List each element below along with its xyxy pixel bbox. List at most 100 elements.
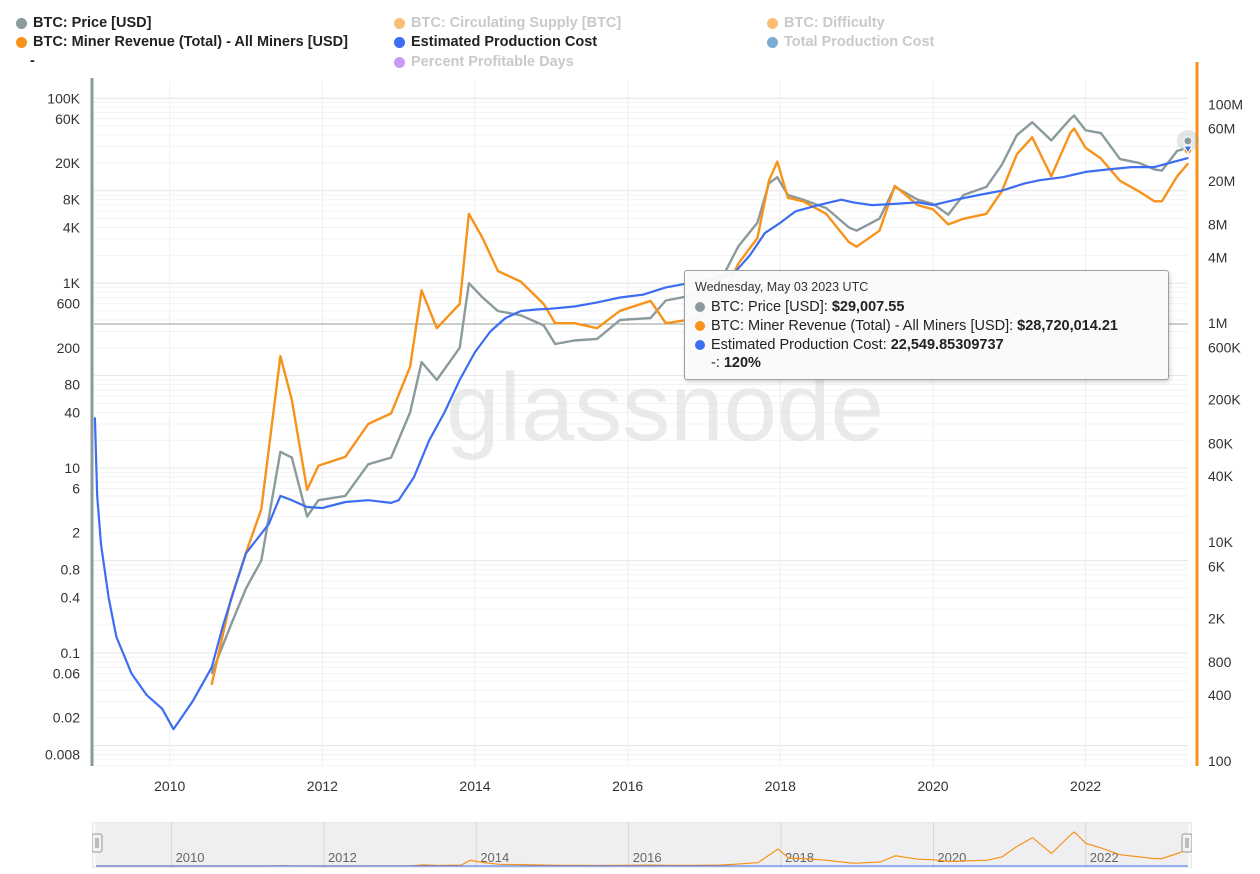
y-right-tick-label: 8M — [1208, 216, 1227, 232]
data-point — [1153, 168, 1156, 171]
legend-label: Percent Profitable Days — [411, 54, 574, 70]
data-point — [1073, 127, 1075, 130]
data-point — [916, 204, 919, 206]
data-point — [260, 559, 263, 562]
data-point — [764, 232, 766, 234]
x-tick-label: 2012 — [307, 778, 338, 794]
data-point — [1138, 190, 1140, 193]
data-point — [1050, 175, 1053, 178]
data-point — [146, 694, 148, 696]
data-point — [825, 207, 827, 209]
navigator-handle-right[interactable] — [1181, 833, 1192, 853]
y-left-tick-label: 4K — [63, 220, 81, 236]
data-point — [817, 204, 820, 206]
hover-point-cost — [1183, 145, 1193, 155]
tooltip-series-name: -: — [711, 355, 720, 371]
data-point — [306, 489, 308, 491]
data-point — [894, 203, 896, 205]
legend-label: BTC: Circulating Supply [BTC] — [411, 15, 622, 31]
data-point — [291, 456, 293, 459]
y-left-tick-label: 600 — [57, 296, 81, 312]
tooltip-dot-icon — [695, 321, 705, 331]
data-point — [1153, 200, 1156, 203]
handle-grip[interactable] — [92, 833, 103, 853]
tooltip-series-name: BTC: Price [USD]: — [711, 299, 828, 315]
legend-dot-icon — [767, 17, 778, 29]
data-point — [665, 322, 667, 325]
navigator[interactable]: 2010 2012 2014 2016 2018 2020 2022 — [92, 822, 1192, 868]
data-point — [535, 308, 537, 311]
legend-dot-icon — [16, 36, 27, 48]
data-point — [1061, 176, 1064, 178]
data-point — [1050, 139, 1053, 142]
data-point — [749, 254, 751, 257]
legend-item-1[interactable]: BTC: Miner Revenue (Total) - All Miners … — [16, 34, 348, 50]
data-point — [230, 624, 232, 626]
y-left-tick-label: 10 — [64, 460, 80, 476]
tooltip-series-value: $28,720,014.21 — [1017, 318, 1118, 334]
data-point — [985, 186, 988, 188]
legend-item-5[interactable]: Percent Profitable Days — [394, 54, 574, 70]
data-point — [1084, 171, 1087, 173]
data-point — [222, 624, 224, 626]
data-point — [794, 210, 797, 213]
data-point — [665, 286, 667, 289]
tooltip-row: BTC: Miner Revenue (Total) - All Miners … — [695, 318, 1118, 334]
data-point — [878, 229, 881, 232]
data-point — [279, 451, 282, 453]
data-point — [172, 728, 175, 730]
legend-item-4[interactable]: Estimated Production Cost — [394, 34, 597, 50]
data-point — [871, 204, 873, 206]
data-point — [130, 672, 133, 675]
data-point — [649, 300, 652, 302]
data-point — [458, 347, 461, 349]
data-point — [489, 330, 492, 333]
y-left-tick-label: 8K — [63, 192, 81, 208]
navigator-tick-label: 2010 — [176, 850, 205, 865]
data-point — [291, 398, 293, 401]
data-point — [1069, 132, 1072, 134]
data-point — [321, 507, 324, 509]
y-left-tick-label: 6 — [72, 481, 80, 497]
data-point — [436, 379, 438, 381]
data-point — [573, 339, 575, 342]
y-right-tick-label: 2K — [1208, 611, 1226, 627]
data-point — [1069, 118, 1072, 120]
y-left-tick-label: 0.8 — [61, 562, 81, 578]
y-left-tick-label: 0.008 — [45, 746, 80, 762]
chart-legend: BTC: Price [USD] BTC: Miner Revenue (Tota… — [0, 0, 1260, 80]
legend-item-7[interactable]: Total Production Cost — [767, 34, 934, 50]
data-point — [504, 317, 507, 319]
y-right-tick-label: 4M — [1208, 249, 1227, 265]
data-point — [848, 241, 850, 243]
legend-item-0[interactable]: BTC: Price [USD] — [16, 15, 151, 31]
data-point — [947, 213, 949, 216]
data-point — [306, 515, 308, 518]
series-line-1 — [210, 127, 1189, 685]
y-right-tick-label: 1M — [1208, 315, 1227, 331]
handle-grip[interactable] — [1181, 833, 1192, 853]
data-point — [1039, 179, 1041, 181]
y-left-tick-label: 20K — [55, 155, 81, 171]
data-point — [210, 683, 213, 686]
data-point — [787, 197, 789, 199]
legend-item-3[interactable]: BTC: Circulating Supply [BTC] — [394, 15, 621, 31]
data-point — [955, 198, 957, 201]
navigator-tick-label: 2012 — [328, 850, 357, 865]
data-point — [1000, 164, 1003, 166]
data-point — [1168, 162, 1171, 164]
navigator-selection[interactable] — [96, 823, 1188, 867]
y-right-tick-label: 40K — [1208, 468, 1234, 484]
tooltip: Wednesday, May 03 2023 UTC BTC: Price [U… — [684, 270, 1169, 380]
y-right-tick-label: 60M — [1208, 121, 1235, 137]
data-point — [367, 499, 370, 502]
hover-marker — [1176, 130, 1199, 155]
data-point — [1119, 180, 1121, 182]
y-left-tick-label: 2 — [72, 525, 80, 541]
navigator-handle-left[interactable] — [92, 833, 103, 853]
data-point — [665, 299, 667, 302]
legend-item-6[interactable]: BTC: Difficulty — [767, 15, 885, 31]
data-point — [756, 222, 759, 224]
legend-item-2[interactable]: - — [30, 53, 35, 69]
data-point — [420, 361, 423, 363]
